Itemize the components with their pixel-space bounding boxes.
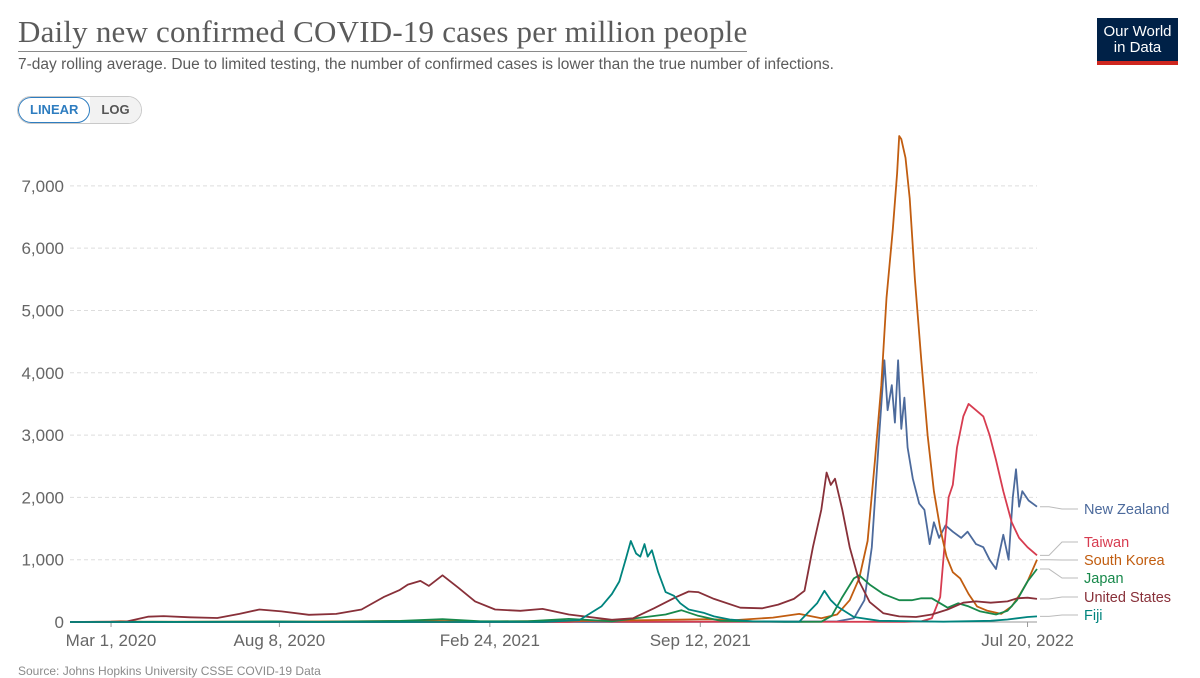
y-tick-label: 0: [55, 613, 64, 632]
legend-label: South Korea: [1084, 553, 1166, 569]
legend-connector: [1040, 507, 1078, 509]
legend-connector: [1040, 542, 1078, 555]
legend-label: United States: [1084, 590, 1171, 606]
series-line: [70, 473, 1037, 623]
x-tick-label: Feb 24, 2021: [440, 631, 540, 650]
y-tick-label: 4,000: [21, 364, 64, 383]
legend-label: Japan: [1084, 571, 1124, 587]
source-text: Source: Johns Hopkins University CSSE CO…: [18, 664, 321, 678]
series-line: [70, 404, 1037, 622]
series-line: [70, 541, 1037, 622]
source-footer: Source: Johns Hopkins University CSSE CO…: [18, 664, 321, 678]
legend-connector: [1040, 569, 1078, 578]
legend-label: Fiji: [1084, 608, 1103, 624]
x-tick-label: Jul 20, 2022: [981, 631, 1074, 650]
y-tick-label: 1,000: [21, 551, 64, 570]
x-tick-label: Mar 1, 2020: [66, 631, 157, 650]
legend-connector: [1040, 615, 1078, 616]
y-tick-label: 3,000: [21, 426, 64, 445]
series-line: [70, 569, 1037, 622]
series-line: [70, 360, 1037, 622]
x-tick-label: Sep 12, 2021: [650, 631, 751, 650]
y-tick-label: 7,000: [21, 177, 64, 196]
legend-connector: [1040, 597, 1078, 599]
legend-label: Taiwan: [1084, 535, 1129, 551]
series-line: [70, 136, 1037, 622]
legend-label: New Zealand: [1084, 502, 1169, 518]
y-tick-label: 2,000: [21, 488, 64, 507]
x-tick-label: Aug 8, 2020: [234, 631, 326, 650]
y-tick-label: 5,000: [21, 301, 64, 320]
y-tick-label: 6,000: [21, 239, 64, 258]
